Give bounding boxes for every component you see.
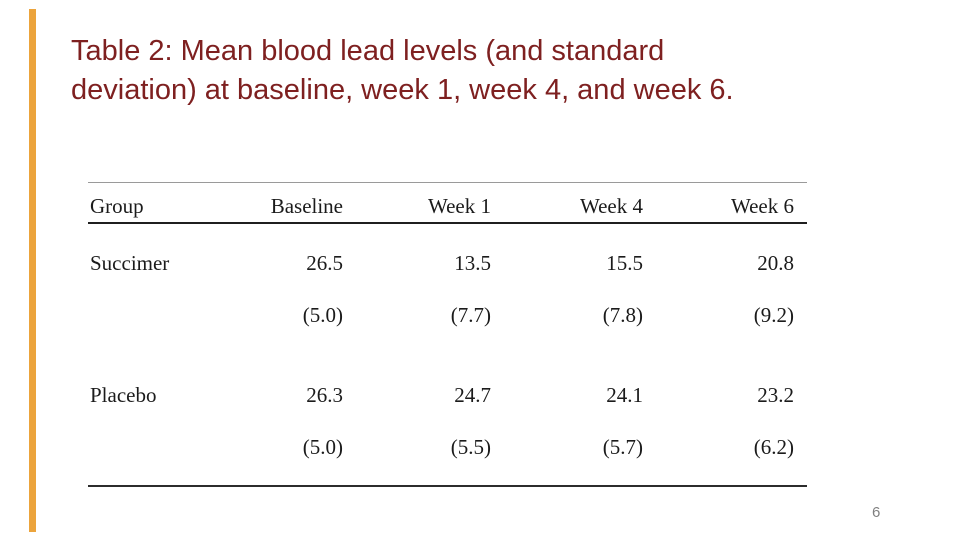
cell-placebo-label: Placebo [90,383,157,407]
cell-succimer-sd-spacer [88,303,263,327]
cell-succimer-week1-mean: 13.5 [454,251,491,275]
col-header-group: Group [90,194,144,218]
cell-succimer-baseline-sd: (5.0) [302,303,343,327]
col-header-week4: Week 4 [579,194,643,218]
title-line-1: Table 2: Mean blood lead levels (and sta… [71,35,665,67]
blood-lead-table: Group Baseline Week 1 Week 4 Week 6 Succ… [88,181,807,487]
col-header-week6: Week 6 [730,194,794,218]
cell-succimer-label: Succimer [90,251,170,275]
cell-succimer-week6-sd: (9.2) [753,303,794,327]
col-header-baseline: Baseline [270,194,343,218]
row-placebo-sds: (5.0) (5.5) (5.7) (6.2) [88,435,807,459]
table-header-rule [88,222,807,224]
cell-succimer-week4-mean: 15.5 [606,251,643,275]
cell-placebo-week6-mean: 23.2 [757,383,794,407]
page-number: 6 [872,504,881,521]
cell-succimer-week1-sd: (7.7) [450,303,491,327]
cell-placebo-sd-spacer [88,435,263,459]
cell-placebo-week1-sd: (5.5) [450,435,491,459]
title-line-2: deviation) at baseline, week 1, week 4, … [71,74,734,106]
cell-placebo-baseline-sd: (5.0) [302,435,343,459]
cell-succimer-week6-mean: 20.8 [757,251,794,275]
row-succimer-sds: (5.0) (7.7) (7.8) (9.2) [88,303,807,327]
cell-placebo-week4-sd: (5.7) [602,435,643,459]
slide-title: Table 2: Mean blood lead levels (and sta… [71,32,901,110]
row-succimer-means: Succimer 26.5 13.5 15.5 20.8 [88,251,807,275]
table-top-rule [88,182,807,183]
cell-succimer-week4-sd: (7.8) [602,303,643,327]
table-bottom-rule [88,485,807,487]
cell-succimer-baseline-mean: 26.5 [306,251,343,275]
row-placebo-means: Placebo 26.3 24.7 24.1 23.2 [88,383,807,407]
cell-placebo-week4-mean: 24.1 [606,383,643,407]
col-header-week1: Week 1 [427,194,491,218]
table-header-row: Group Baseline Week 1 Week 4 Week 6 [88,194,807,218]
accent-bar [29,9,36,532]
cell-placebo-baseline-mean: 26.3 [306,383,343,407]
cell-placebo-week6-sd: (6.2) [753,435,794,459]
cell-placebo-week1-mean: 24.7 [454,383,491,407]
